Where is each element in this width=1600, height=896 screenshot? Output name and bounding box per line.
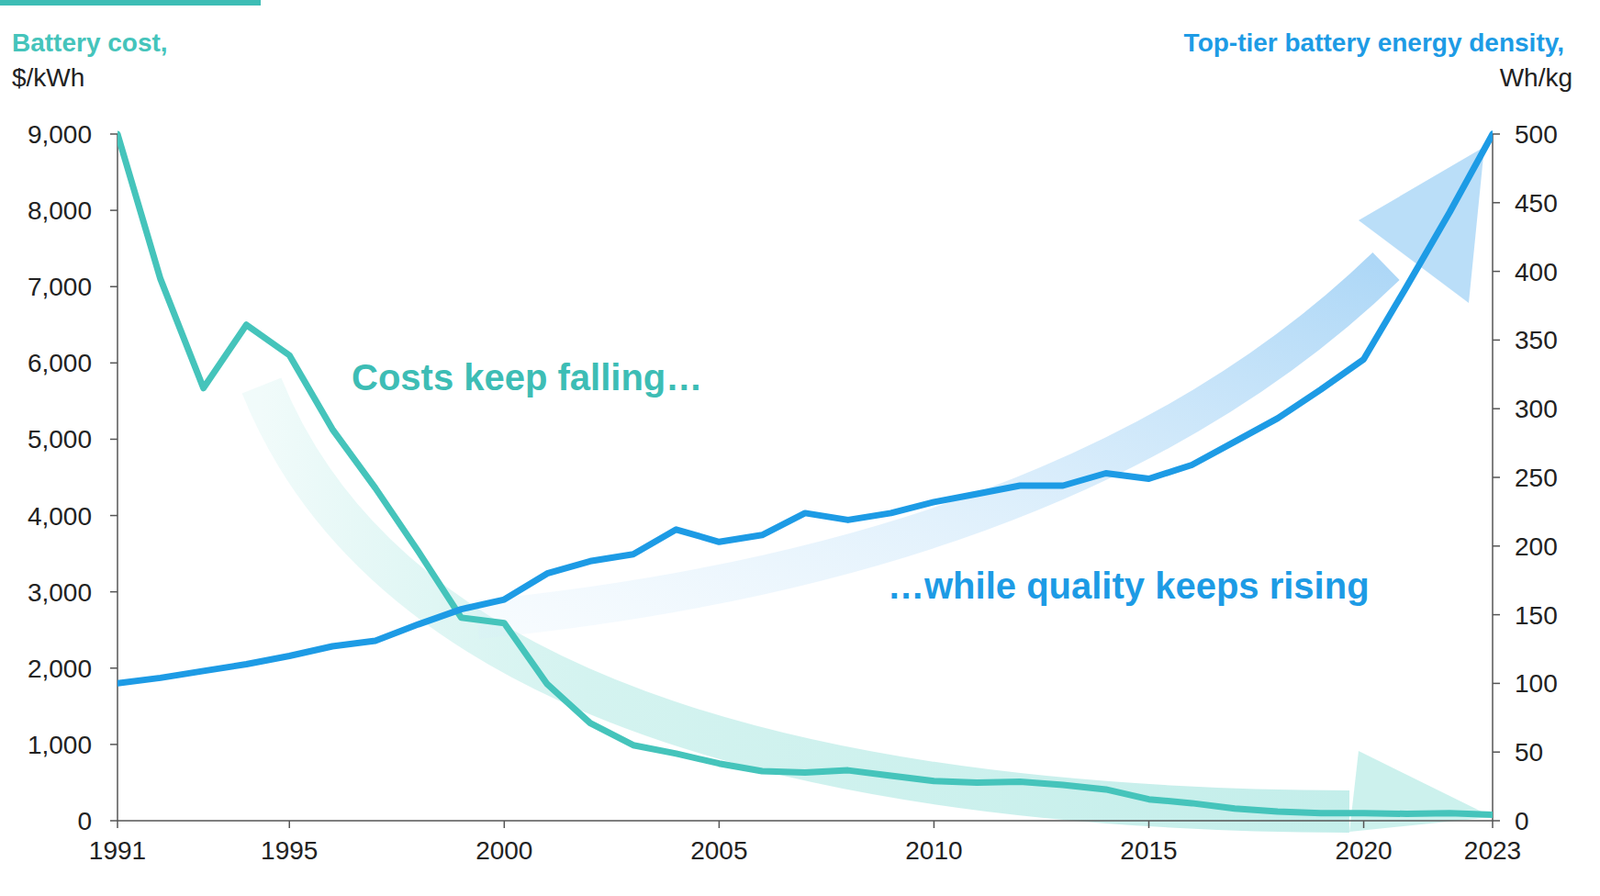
- x-tick: [718, 820, 721, 828]
- y-tick-label: 9,000: [27, 120, 92, 149]
- y2-axis-label: Top-tier battery energy density,: [1184, 28, 1565, 57]
- trend-arrow-head: [1349, 750, 1493, 832]
- y2-tick-label: 350: [1514, 325, 1558, 355]
- series-line: [117, 134, 1493, 683]
- y2-tick-label: 100: [1514, 669, 1558, 698]
- y-tick-label: 1,000: [27, 730, 92, 760]
- y-axis-unit: $/kWh: [11, 63, 85, 92]
- x-tick-label: 2015: [1119, 836, 1177, 865]
- y-axis-label: Battery cost,: [11, 28, 168, 57]
- trend-arrow-head: [1358, 146, 1485, 303]
- y2-tick-label: 500: [1514, 120, 1558, 149]
- y-tick: [110, 438, 118, 441]
- y2-tick-label: 150: [1514, 601, 1558, 630]
- y-tick-label: 8,000: [27, 196, 92, 225]
- y2-tick: [1492, 682, 1500, 685]
- x-tick-label: 1995: [260, 836, 318, 865]
- x-tick-label: 1991: [89, 836, 146, 865]
- y-tick-label: 0: [77, 806, 92, 836]
- annotation: Costs keep falling…: [351, 357, 703, 398]
- y-tick: [110, 743, 118, 746]
- series-line: [117, 134, 1493, 815]
- y-axis-line: [116, 134, 119, 821]
- y2-tick: [1492, 750, 1500, 753]
- chart: 0 1,000 2,000 3,000 4,000 5,000 6,000 7,000 8,00…: [0, 0, 1600, 896]
- y-tick-label: 7,000: [27, 272, 92, 302]
- y2-tick: [1492, 270, 1500, 273]
- trend-arrow-band: [477, 266, 1387, 620]
- x-tick: [116, 820, 119, 828]
- y2-tick: [1492, 614, 1500, 616]
- x-tick: [289, 820, 291, 828]
- y-tick: [110, 514, 118, 517]
- y-tick: [110, 819, 118, 822]
- x-tick-label: 2020: [1334, 836, 1392, 865]
- y-tick: [110, 133, 118, 135]
- x-tick-label: 2005: [690, 836, 748, 865]
- y2-tick: [1492, 133, 1500, 135]
- x-tick-label: 2000: [475, 836, 533, 865]
- y2-tick-label: 300: [1514, 394, 1558, 424]
- x-tick-label: 2023: [1464, 836, 1522, 865]
- annotation: …while quality keeps rising: [887, 565, 1370, 606]
- x-tick: [503, 820, 506, 828]
- y2-axis-unit: Wh/kg: [1499, 63, 1573, 92]
- y2-tick: [1492, 407, 1500, 410]
- y2-tick-label: 50: [1514, 738, 1544, 767]
- y2-tick: [1492, 819, 1500, 822]
- plot-lines: [117, 134, 1493, 815]
- y-tick-label: 6,000: [27, 348, 92, 378]
- top-accent-bar: [0, 0, 261, 6]
- y-tick: [110, 362, 118, 365]
- y-tick-label: 5,000: [27, 425, 92, 454]
- y-tick-label: 4,000: [27, 502, 92, 531]
- y-tick-label: 2,000: [27, 654, 92, 683]
- y2-tick-label: 200: [1514, 532, 1558, 561]
- y-tick-label: 3,000: [27, 578, 92, 607]
- x-axis-line: [117, 819, 1493, 822]
- y-tick: [110, 285, 118, 288]
- y2-tick: [1492, 339, 1500, 342]
- y2-tick: [1492, 201, 1500, 204]
- x-tick: [1148, 820, 1151, 828]
- y-tick: [110, 667, 118, 670]
- y2-tick-label: 400: [1514, 257, 1558, 287]
- y-tick: [110, 591, 118, 594]
- y2-tick-label: 250: [1514, 463, 1558, 493]
- y-tick: [110, 209, 118, 212]
- y2-tick: [1492, 476, 1500, 479]
- x-tick: [933, 820, 936, 828]
- x-tick: [1491, 820, 1494, 828]
- y2-tick-label: 0: [1514, 806, 1530, 836]
- y2-tick: [1492, 545, 1500, 548]
- x-tick: [1363, 820, 1366, 828]
- y2-tick-label: 450: [1514, 189, 1558, 218]
- x-tick-label: 2010: [905, 836, 963, 865]
